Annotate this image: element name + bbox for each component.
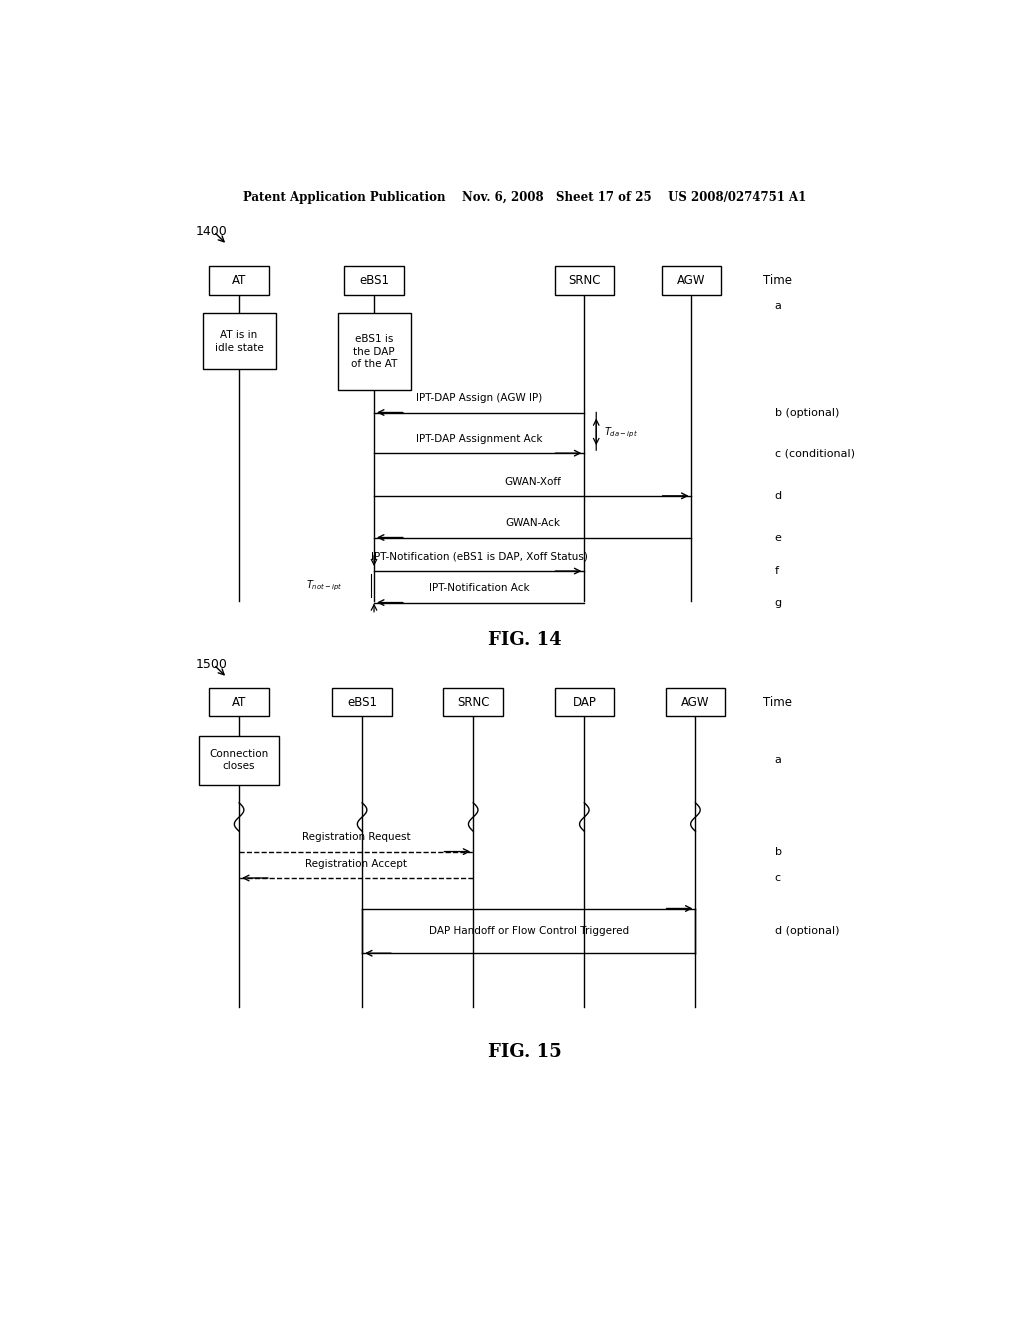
Text: a: a: [775, 755, 781, 766]
Text: $T_{da-ipt}$: $T_{da-ipt}$: [604, 425, 638, 440]
Text: g: g: [775, 598, 782, 607]
Text: Registration Request: Registration Request: [302, 833, 411, 842]
FancyBboxPatch shape: [344, 267, 403, 294]
Text: eBS1 is
the DAP
of the AT: eBS1 is the DAP of the AT: [351, 334, 397, 368]
FancyBboxPatch shape: [666, 688, 725, 717]
Text: GWAN-Ack: GWAN-Ack: [505, 519, 560, 528]
Text: IPT-Notification Ack: IPT-Notification Ack: [429, 583, 529, 594]
Text: 1400: 1400: [196, 226, 227, 238]
Text: Time: Time: [763, 696, 792, 709]
Text: Connection
closes: Connection closes: [210, 748, 268, 771]
Text: DAP Handoff or Flow Control Triggered: DAP Handoff or Flow Control Triggered: [429, 925, 629, 936]
Text: b (optional): b (optional): [775, 408, 839, 417]
FancyBboxPatch shape: [338, 313, 411, 389]
Text: IPT-DAP Assignment Ack: IPT-DAP Assignment Ack: [416, 434, 543, 444]
Text: IPT-DAP Assign (AGW IP): IPT-DAP Assign (AGW IP): [416, 393, 543, 404]
Text: FIG. 15: FIG. 15: [487, 1043, 562, 1061]
Text: a: a: [775, 301, 781, 310]
Text: Patent Application Publication    Nov. 6, 2008   Sheet 17 of 25    US 2008/02747: Patent Application Publication Nov. 6, 2…: [243, 191, 807, 203]
Text: c: c: [775, 873, 781, 883]
Text: $T_{not-ipt}$: $T_{not-ipt}$: [306, 578, 343, 593]
Text: eBS1: eBS1: [359, 273, 389, 286]
Text: IPT-Notification (eBS1 is DAP, Xoff Status): IPT-Notification (eBS1 is DAP, Xoff Stat…: [371, 552, 588, 562]
FancyBboxPatch shape: [555, 688, 614, 717]
FancyBboxPatch shape: [333, 688, 392, 717]
Text: AT: AT: [231, 696, 247, 709]
FancyBboxPatch shape: [200, 735, 279, 784]
Text: eBS1: eBS1: [347, 696, 377, 709]
Text: d (optional): d (optional): [775, 925, 840, 936]
Text: Registration Accept: Registration Accept: [305, 859, 408, 869]
Text: e: e: [775, 532, 781, 543]
Text: AGW: AGW: [681, 696, 710, 709]
FancyBboxPatch shape: [443, 688, 503, 717]
Text: Time: Time: [763, 273, 792, 286]
Text: 1500: 1500: [196, 659, 227, 671]
FancyBboxPatch shape: [555, 267, 614, 294]
Text: f: f: [775, 566, 779, 576]
Text: FIG. 14: FIG. 14: [488, 631, 561, 649]
Text: b: b: [775, 846, 781, 857]
Text: AT is in
idle state: AT is in idle state: [215, 330, 263, 352]
Text: d: d: [775, 491, 782, 500]
Text: GWAN-Xoff: GWAN-Xoff: [504, 477, 561, 487]
Text: SRNC: SRNC: [568, 273, 600, 286]
FancyBboxPatch shape: [662, 267, 721, 294]
Text: AT: AT: [231, 273, 247, 286]
FancyBboxPatch shape: [209, 688, 269, 717]
FancyBboxPatch shape: [203, 313, 275, 370]
Text: DAP: DAP: [572, 696, 596, 709]
Text: c (conditional): c (conditional): [775, 449, 855, 458]
FancyBboxPatch shape: [209, 267, 269, 294]
Text: SRNC: SRNC: [457, 696, 489, 709]
Text: AGW: AGW: [677, 273, 706, 286]
